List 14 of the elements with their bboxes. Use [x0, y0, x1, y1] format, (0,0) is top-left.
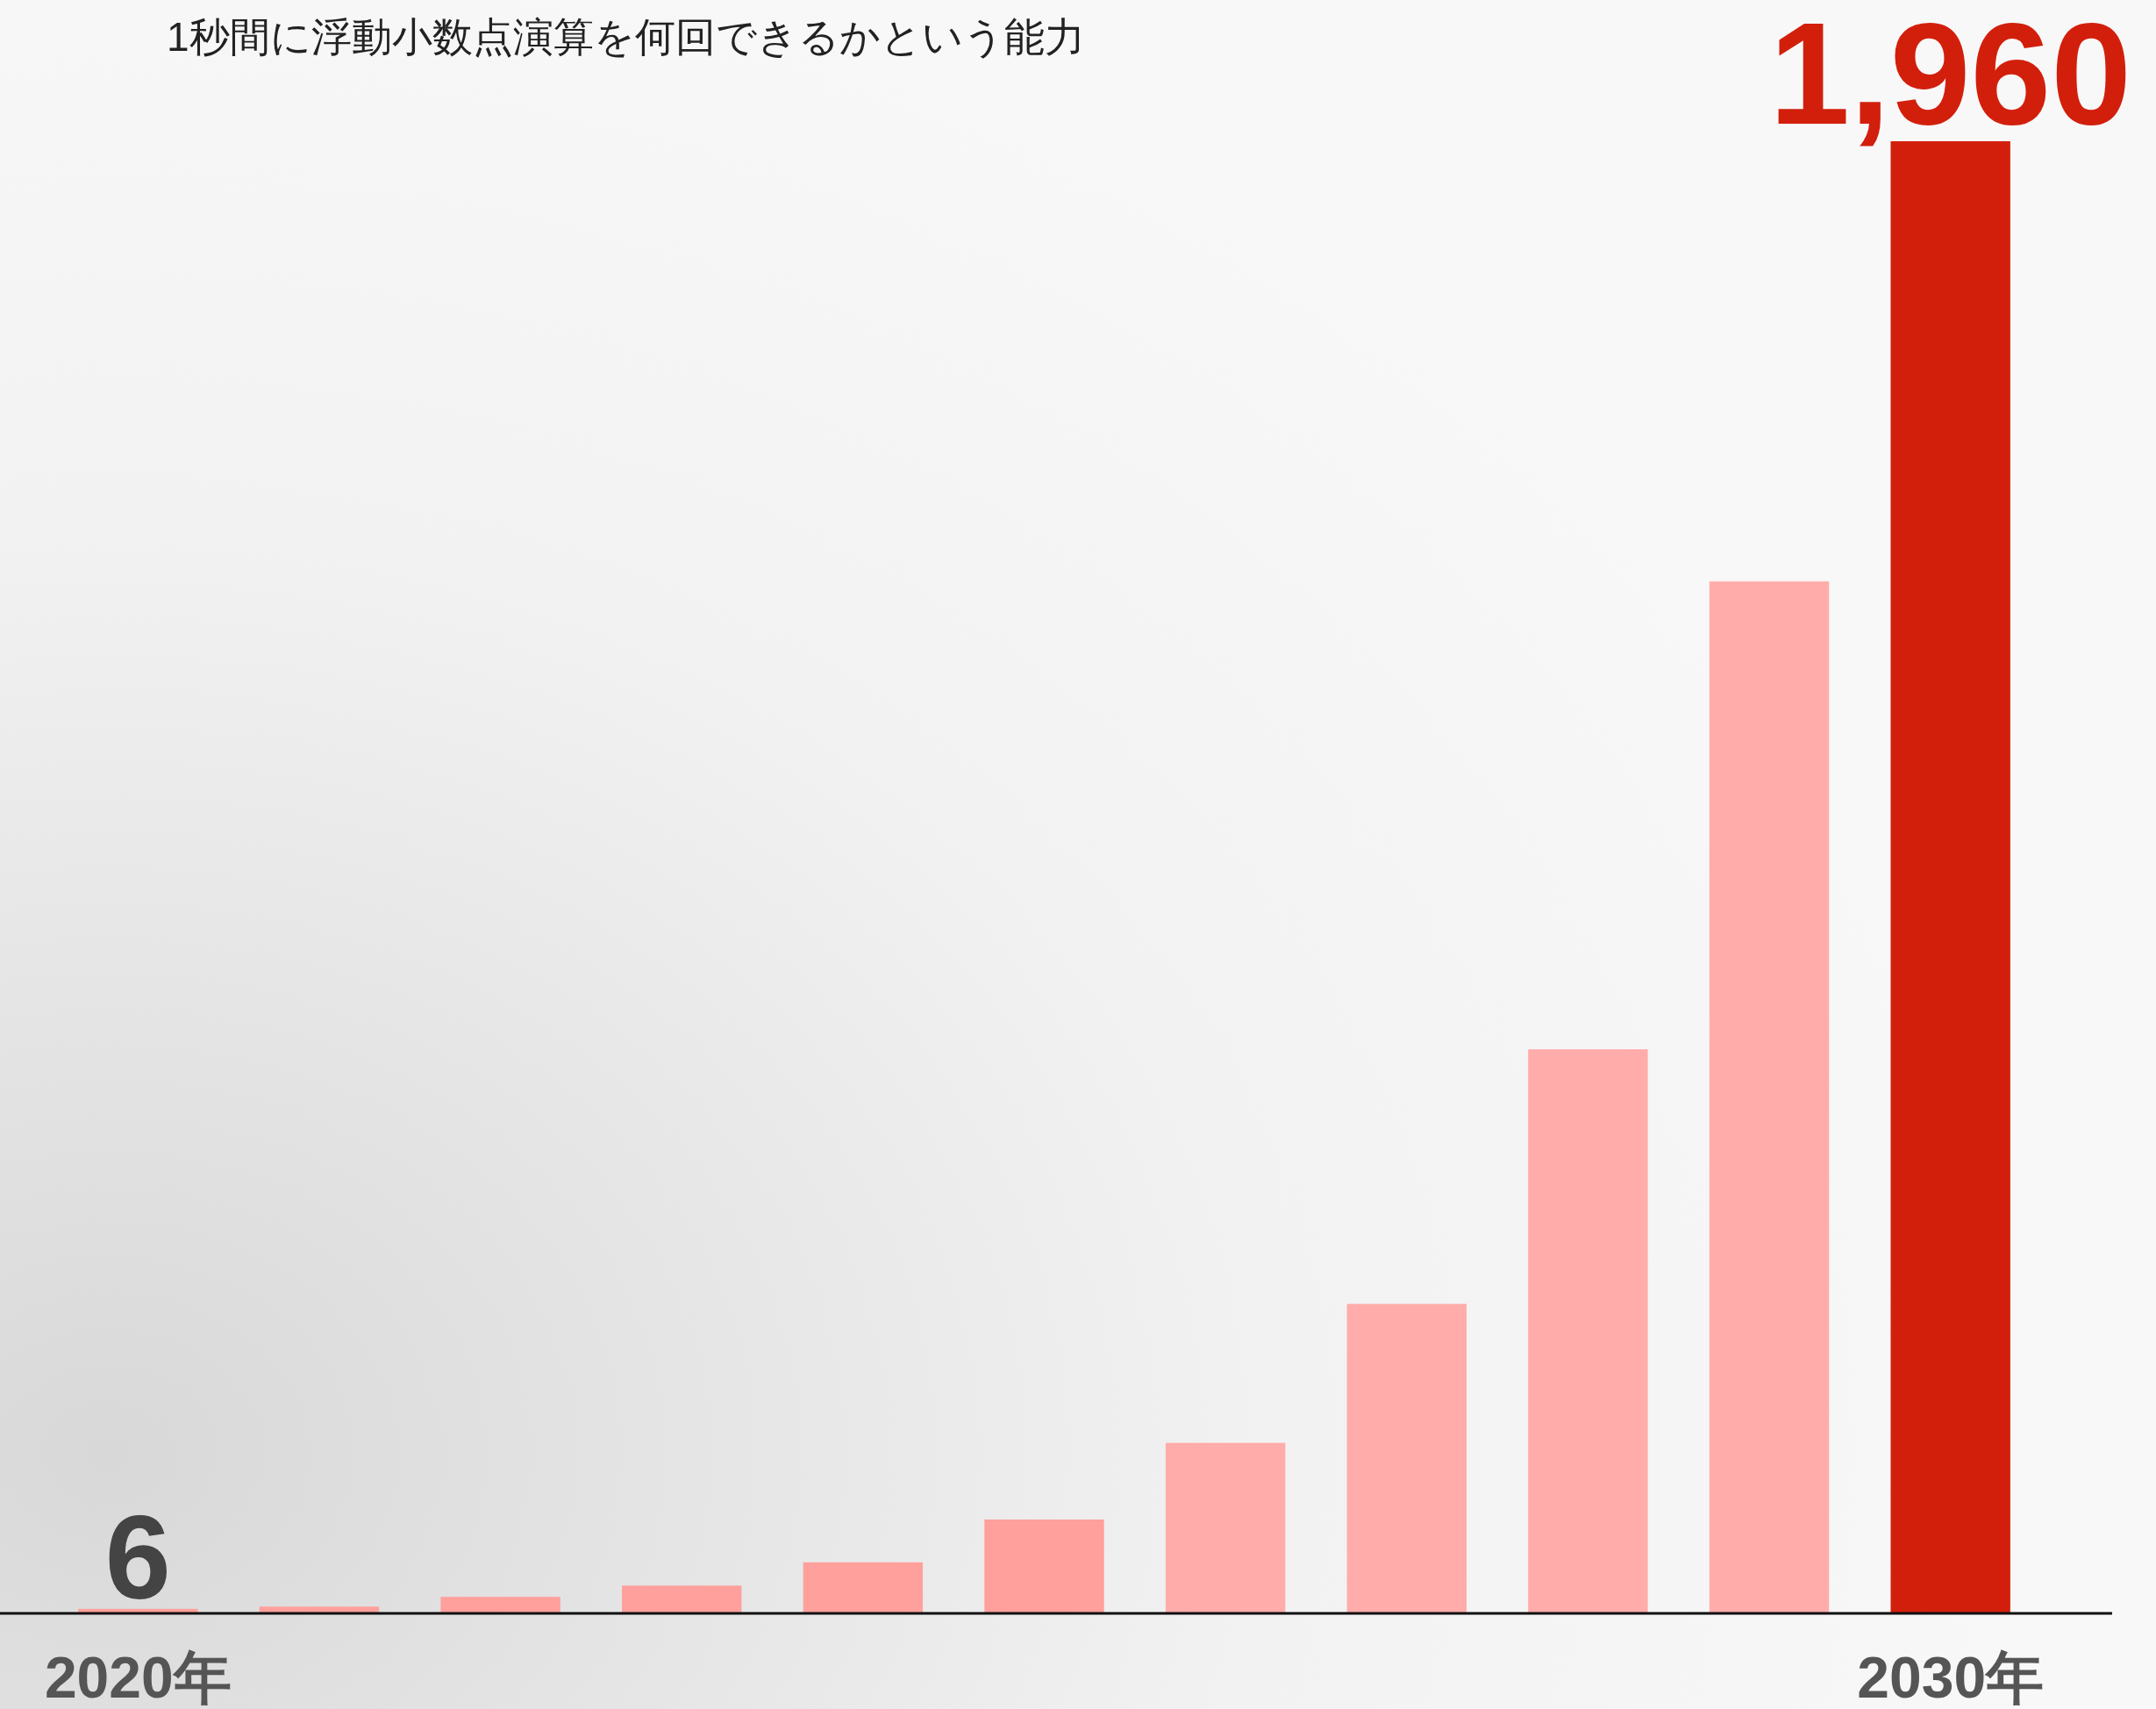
bar [259, 1606, 380, 1613]
bar [803, 1562, 924, 1613]
chart-subtitle: 1秒間に浮動小数点演算を何回できるかという能力 [167, 14, 1085, 60]
data-label: 1,960 [1769, 0, 2132, 154]
data-label: 6 [104, 1491, 171, 1624]
bar [1709, 581, 1830, 1613]
bar [984, 1519, 1104, 1613]
bar [1165, 1442, 1286, 1613]
bar [1528, 1049, 1648, 1613]
x-tick-label: 2020年 [44, 1645, 232, 1709]
bar [622, 1585, 742, 1613]
bar [440, 1597, 560, 1613]
x-tick-label: 2030年 [1857, 1645, 2045, 1709]
bar [1346, 1304, 1467, 1613]
